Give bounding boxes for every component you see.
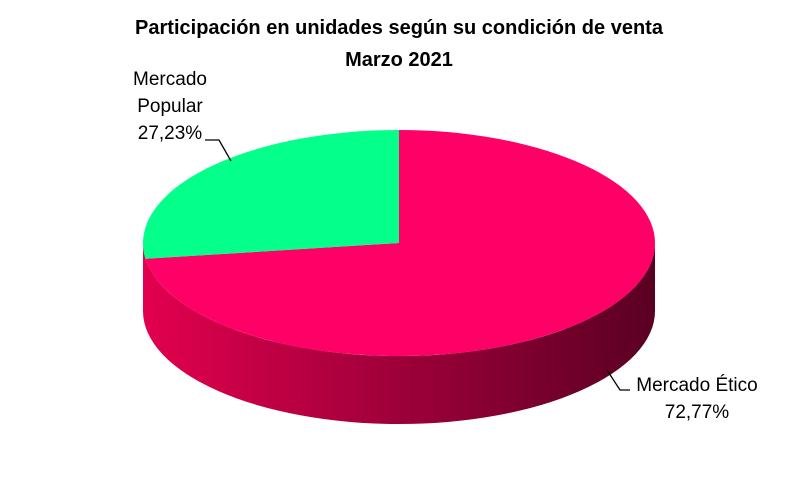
- label-etico-line1: Mercado Ético: [636, 375, 757, 396]
- label-popular-line2: Popular: [137, 96, 203, 117]
- label-etico-value: 72,77%: [665, 402, 730, 423]
- leader-line-mercado-etico: [606, 369, 630, 391]
- leader-line-mercado-popular: [205, 139, 232, 162]
- data-label-mercado-etico: Mercado Ético 72,77%: [636, 375, 757, 423]
- pie-group: [143, 129, 656, 424]
- label-popular-line1: Mercado: [133, 69, 207, 90]
- chart-subtitle: Marzo 2021: [345, 49, 453, 71]
- data-label-mercado-popular: Mercado Popular 27,23%: [133, 69, 207, 144]
- label-popular-value: 27,23%: [138, 123, 203, 144]
- pie-slice-mercado-popular: [143, 129, 399, 259]
- pie-slice-mercado-etico: [145, 130, 656, 356]
- pie-side-wall: [143, 243, 655, 424]
- chart-title: Participación en unidades según su condi…: [135, 17, 664, 39]
